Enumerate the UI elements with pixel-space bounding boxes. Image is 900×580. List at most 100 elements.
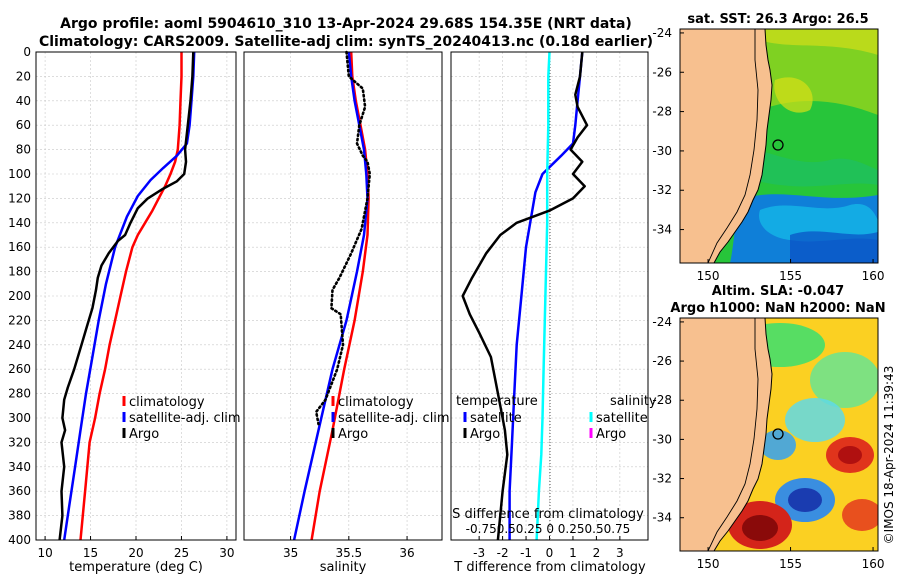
difference-series <box>461 51 589 541</box>
legend-label-t-argo: Argo <box>470 427 500 442</box>
map-lon-label: 155 <box>779 269 802 283</box>
salinity-tick-labels: 35 35.5 36 <box>283 546 415 560</box>
depth-tick-label: 280 <box>8 387 31 401</box>
map-lat-label: -32 <box>652 472 672 486</box>
series-line-satellite-adj-clim <box>62 51 196 541</box>
depth-tick-label: 400 <box>8 533 31 547</box>
sst-map-field <box>680 29 878 263</box>
sst-argo-marker <box>772 139 784 151</box>
map-lon-label: 150 <box>697 269 720 283</box>
temperature-series <box>58 51 196 541</box>
legend-label-climatology: climatology <box>338 395 414 410</box>
difference-legend: temperature satellite Argo salinity sate… <box>456 394 657 442</box>
sla-isobath <box>707 318 759 551</box>
salinity-grid <box>244 51 442 541</box>
sla-low-centre <box>785 398 845 442</box>
sla-map-panel: Altim. SLA: -0.047 Argo h1000: NaN h2000… <box>652 284 885 571</box>
depth-tick-label: 320 <box>8 435 31 449</box>
x-tick-label: 2 <box>593 546 601 560</box>
map-lon-label: 160 <box>862 269 885 283</box>
legend-label-argo: Argo <box>338 427 368 442</box>
legend-label-satellite-adj: satellite-adj. clim <box>338 411 450 426</box>
sla-map-title: Altim. SLA: -0.047 <box>712 284 844 299</box>
depth-tick-label: 220 <box>8 313 31 327</box>
x-tick-label: -2 <box>497 546 509 560</box>
sla-low-south-core <box>788 488 822 512</box>
map-lat-label: -24 <box>652 26 672 40</box>
sla-high-southeast <box>842 499 878 531</box>
sla-high-east-core <box>838 446 862 464</box>
legend-label-satellite-adj: satellite-adj. clim <box>129 411 241 426</box>
depth-tick-label: 160 <box>8 240 31 254</box>
sla-argo-marker <box>772 428 784 440</box>
x-tick-label: 35.5 <box>335 546 362 560</box>
x-tick-label: 20 <box>128 546 143 560</box>
salinity-legend: climatology satellite-adj. clim Argo <box>331 395 450 442</box>
x-tick-label: 25 <box>174 546 189 560</box>
sst-map-title: sat. SST: 26.3 Argo: 26.5 <box>687 12 868 27</box>
temperature-axes-frame <box>35 51 237 541</box>
figure-title-line1: Argo profile: aoml 5904610_310 13-Apr-20… <box>60 16 632 32</box>
t-difference-xlabel: T difference from climatology <box>453 560 646 575</box>
depth-tick-label: 0 <box>23 45 31 59</box>
depth-tick-label: 100 <box>8 167 31 181</box>
depth-tick-label: 340 <box>8 460 31 474</box>
x-tick-label: 15 <box>83 546 98 560</box>
salinity-axes-frame <box>243 51 443 541</box>
series-line-climatology <box>79 52 183 541</box>
difference-panel: -3 -2 -1 0 1 2 3 T difference from climatology… <box>450 51 657 575</box>
imos-timestamp-watermark: ©IMOS 18-Apr-2024 11:39:43 <box>882 366 896 545</box>
depth-tick-label: 240 <box>8 338 31 352</box>
legend-title-salinity: salinity <box>610 394 657 409</box>
depth-tick-label: 260 <box>8 362 31 376</box>
depth-tick-label: 40 <box>16 94 31 108</box>
series-line-satellite-adj-clim <box>292 51 369 541</box>
x-tick-label: 1 <box>569 546 577 560</box>
t-difference-tick-labels: -3 -2 -1 0 1 2 3 <box>473 546 624 560</box>
temperature-panel: 0 20 40 60 80 100 120 140 160 180 200 220 240 260 280 3… <box>8 45 241 575</box>
map-lat-label: -28 <box>652 393 672 407</box>
depth-tick-label: 380 <box>8 509 31 523</box>
temperature-grid <box>36 51 236 541</box>
sst-warm-eddy <box>774 77 813 113</box>
sst-land-mass <box>680 29 773 263</box>
sst-cool-band <box>759 203 878 242</box>
legend-label-t-satellite: satellite <box>470 411 522 426</box>
temperature-tick-labels: 10 15 20 25 30 <box>37 546 234 560</box>
sla-map-subtitle: Argo h1000: NaN h2000: NaN <box>670 301 885 316</box>
legend-label-s-argo: Argo <box>596 427 626 442</box>
x-tick-label: 10 <box>37 546 52 560</box>
map-lon-label: 160 <box>862 557 885 571</box>
series-line-t-satellite <box>508 51 584 540</box>
sla-low-east <box>810 352 878 408</box>
map-lat-label: -24 <box>652 315 672 329</box>
depth-tick-label: 360 <box>8 484 31 498</box>
sla-map-field <box>680 318 878 551</box>
x-tick-label: 35 <box>283 546 298 560</box>
temperature-xlabel: temperature (deg C) <box>69 560 203 575</box>
map-lat-label: -34 <box>652 223 672 237</box>
depth-tick-label: 140 <box>8 216 31 230</box>
salinity-panel: 35 35.5 36 salinity climatology satellite-… <box>243 50 450 575</box>
series-line-s-satellite <box>535 51 551 541</box>
sst-map-frame <box>679 28 879 264</box>
x-tick-label: 3 <box>616 546 624 560</box>
legend-label-argo: Argo <box>129 427 159 442</box>
sla-land-mass <box>680 318 773 551</box>
depth-tick-label: 60 <box>16 118 31 132</box>
map-lat-label: -34 <box>652 511 672 525</box>
x-tick-label: 36 <box>399 546 414 560</box>
temperature-legend: climatology satellite-adj. clim Argo <box>122 395 241 442</box>
depth-tick-labels: 0 20 40 60 80 100 120 140 160 180 200 220 240 260 280 3… <box>8 45 31 547</box>
depth-tick-label: 180 <box>8 265 31 279</box>
x-tick-label: 0 <box>546 546 554 560</box>
depth-tick-label: 200 <box>8 289 31 303</box>
series-line-argo <box>314 50 372 426</box>
depth-tick-label: 300 <box>8 411 31 425</box>
sst-isobath <box>707 29 759 263</box>
sst-map-panel: sat. SST: 26.3 Argo: 26.5 150 155 160 -24 -2… <box>652 12 884 283</box>
sla-map-tick-labels: 150 155 160 -24 -26 -28 -30 -32 -34 <box>652 315 884 571</box>
difference-axes-frame <box>450 51 649 541</box>
